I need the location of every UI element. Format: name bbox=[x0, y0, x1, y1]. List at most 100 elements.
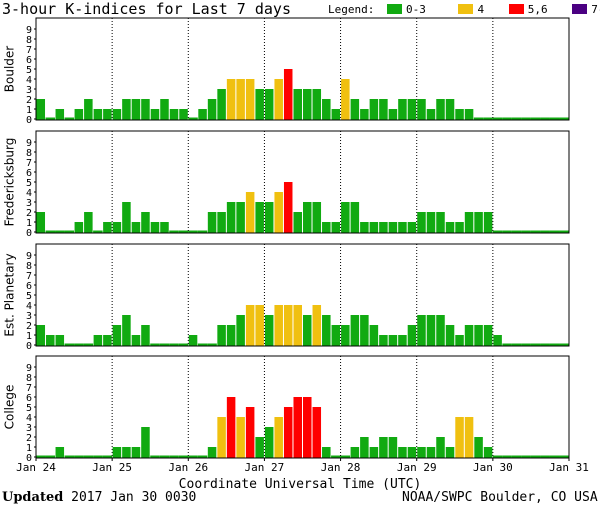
legend-item-7-9: 7-9 bbox=[560, 3, 600, 16]
kp-bar bbox=[217, 417, 226, 458]
kp-bar bbox=[93, 335, 103, 346]
kp-bar bbox=[445, 222, 455, 233]
y-tick-label: 8 bbox=[26, 373, 32, 384]
kp-bar bbox=[417, 315, 426, 346]
kp-bar bbox=[207, 99, 217, 120]
kp-bar bbox=[141, 325, 150, 346]
kp-bar bbox=[464, 212, 474, 233]
y-tick-label: 6 bbox=[26, 55, 32, 66]
kp-bar bbox=[226, 325, 236, 346]
kp-bar bbox=[474, 212, 483, 233]
kp-bar bbox=[283, 182, 293, 233]
kp-bar bbox=[398, 447, 407, 458]
kp-bar bbox=[36, 99, 46, 120]
y-tick-label: 5 bbox=[26, 403, 32, 414]
kp-bar bbox=[398, 335, 407, 346]
kp-bar bbox=[322, 315, 331, 346]
kp-bar bbox=[407, 447, 417, 458]
x-tick-label: Jan 25 bbox=[92, 461, 132, 474]
kp-bar bbox=[112, 222, 122, 233]
kp-bar bbox=[369, 447, 379, 458]
x-axis-label: Coordinate Universal Time (UTC) bbox=[178, 477, 422, 492]
legend: Legend: 0-3 4 5,6 7-9 bbox=[328, 3, 600, 16]
kp-bar bbox=[293, 212, 302, 233]
kp-bar bbox=[436, 99, 445, 120]
kp-bar bbox=[350, 447, 360, 458]
kp-bar bbox=[303, 89, 312, 120]
x-tick-label: Jan 31 bbox=[549, 461, 589, 474]
kp-bar bbox=[274, 417, 283, 458]
kp-bar bbox=[188, 335, 198, 346]
x-tick-label: Jan 28 bbox=[321, 461, 361, 474]
kp-bar bbox=[236, 315, 245, 346]
kp-bar bbox=[398, 99, 407, 120]
kp-bar bbox=[407, 325, 417, 346]
y-tick-label: 0 bbox=[26, 115, 32, 126]
kp-bar bbox=[426, 212, 436, 233]
y-tick-label: 7 bbox=[26, 383, 32, 394]
legend-swatch-7-9 bbox=[572, 4, 588, 14]
y-tick-label: 2 bbox=[26, 433, 32, 444]
kp-bar bbox=[303, 202, 312, 233]
kp-bar bbox=[464, 109, 474, 120]
y-tick-label: 2 bbox=[26, 208, 32, 219]
kp-bar bbox=[141, 427, 150, 458]
kp-bar bbox=[483, 325, 493, 346]
y-tick-label: 0 bbox=[26, 228, 32, 239]
kp-bar bbox=[379, 222, 388, 233]
y-tick-label: 7 bbox=[26, 271, 32, 282]
kp-bar bbox=[274, 305, 283, 346]
kp-bar bbox=[103, 335, 112, 346]
kp-bar bbox=[283, 305, 293, 346]
y-tick-label: 4 bbox=[26, 413, 32, 424]
kp-bar bbox=[160, 99, 169, 120]
kp-bar bbox=[436, 315, 445, 346]
source-credit: NOAA/SWPC Boulder, CO USA bbox=[402, 490, 598, 505]
y-tick-label: 9 bbox=[26, 363, 32, 374]
x-tick-label: Jan 27 bbox=[245, 461, 285, 474]
kp-bar bbox=[483, 212, 493, 233]
kp-bar bbox=[379, 437, 388, 458]
y-tick-label: 0 bbox=[26, 341, 32, 352]
kp-bar bbox=[369, 325, 379, 346]
kp-bar bbox=[245, 407, 255, 458]
kp-bar bbox=[245, 79, 255, 120]
kp-bar bbox=[179, 109, 188, 120]
kp-bar bbox=[360, 222, 369, 233]
y-tick-label: 8 bbox=[26, 148, 32, 159]
kp-bar bbox=[46, 335, 55, 346]
kp-bar bbox=[407, 222, 417, 233]
kp-bar bbox=[103, 109, 112, 120]
kp-bar bbox=[455, 335, 464, 346]
kp-bar bbox=[455, 417, 464, 458]
kp-bar bbox=[331, 222, 341, 233]
kp-bar bbox=[303, 315, 312, 346]
kp-bar bbox=[293, 89, 302, 120]
kp-bar bbox=[207, 447, 217, 458]
kp-bar bbox=[122, 202, 131, 233]
kp-bar bbox=[264, 427, 274, 458]
kp-bar bbox=[226, 202, 236, 233]
kp-bar bbox=[417, 99, 426, 120]
y-tick-label: 4 bbox=[26, 188, 32, 199]
y-tick-label: 8 bbox=[26, 35, 32, 46]
kp-bar bbox=[417, 212, 426, 233]
kp-bar bbox=[226, 397, 236, 458]
kp-bar bbox=[464, 417, 474, 458]
kp-bar bbox=[55, 335, 65, 346]
kp-bar bbox=[160, 222, 169, 233]
k-index-chart: 0123456789Boulder0123456789Fredericksbur… bbox=[3, 17, 589, 474]
kp-bar bbox=[331, 325, 341, 346]
y-tick-label: 2 bbox=[26, 95, 32, 106]
y-tick-label: 7 bbox=[26, 158, 32, 169]
kp-bar bbox=[150, 222, 160, 233]
kp-bar bbox=[264, 202, 274, 233]
kp-bar bbox=[112, 325, 122, 346]
panel-frame bbox=[35, 355, 570, 459]
kp-bar bbox=[360, 315, 369, 346]
panel-label: College bbox=[3, 385, 17, 430]
panel-label: Fredericksburg bbox=[3, 138, 17, 227]
kp-bar bbox=[293, 397, 302, 458]
kp-bar bbox=[236, 417, 245, 458]
legend-item-5-6: 5,6 bbox=[497, 3, 548, 16]
